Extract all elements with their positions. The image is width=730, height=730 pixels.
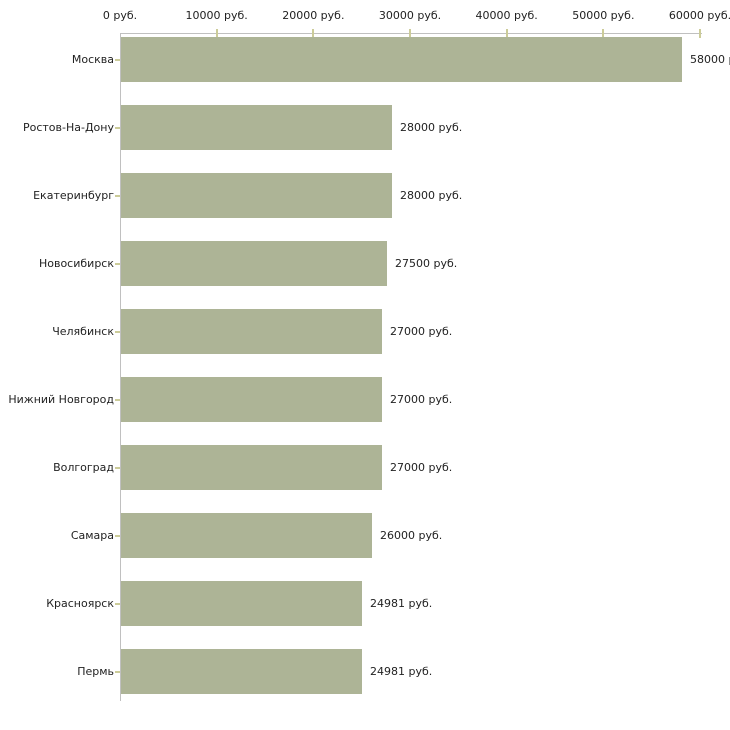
y-axis-tick-mark (115, 262, 120, 265)
x-axis-tick-mark (699, 29, 701, 38)
bar-5 (121, 377, 382, 422)
bar-9 (121, 649, 362, 694)
x-axis-tick-mark (505, 29, 508, 38)
x-axis-tick-label: 30000 руб. (378, 9, 442, 22)
value-label: 24981 руб. (370, 596, 433, 610)
category-label: Пермь (77, 664, 114, 678)
x-axis-tick-label: 10000 руб. (185, 9, 248, 22)
value-label: 27000 руб. (390, 460, 453, 474)
category-label: Красноярск (46, 596, 114, 610)
x-axis-tick-mark (312, 29, 315, 38)
category-label: Нижний Новгород (8, 392, 114, 406)
value-label: 27000 руб. (390, 392, 453, 406)
category-label: Самара (70, 528, 114, 542)
x-axis-tick-label: 50000 руб. (572, 9, 635, 22)
y-axis-tick-mark (115, 670, 120, 673)
value-label: 24981 руб. (370, 664, 433, 678)
value-label: 28000 руб. (400, 188, 463, 202)
x-axis-line (120, 33, 702, 34)
value-label: 27000 руб. (390, 324, 453, 338)
x-axis-tick-label: 60000 руб. (668, 9, 730, 22)
y-axis-tick-mark (115, 330, 120, 333)
bar-8 (121, 581, 362, 626)
x-axis-tick-mark (215, 29, 218, 38)
y-axis-tick-mark (115, 398, 120, 401)
value-label: 58000 руб. (690, 52, 730, 66)
bar-6 (121, 445, 382, 490)
y-axis-tick-mark (115, 58, 120, 61)
y-axis-tick-mark (115, 194, 120, 197)
x-axis-tick-mark (409, 29, 411, 38)
bar-4 (121, 309, 382, 354)
y-axis-tick-mark (115, 466, 120, 469)
y-axis-tick-mark (115, 534, 120, 537)
category-label: Челябинск (52, 324, 114, 338)
value-label: 28000 руб. (400, 120, 463, 134)
bar-7 (121, 513, 372, 558)
bar-3 (121, 241, 387, 286)
category-label: Екатеринбург (33, 188, 114, 202)
category-label: Волгоград (53, 460, 114, 474)
value-label: 27500 руб. (395, 256, 458, 270)
y-axis-line (120, 33, 121, 701)
x-axis-tick-mark (602, 29, 605, 38)
bar-1 (121, 105, 392, 150)
value-label: 26000 руб. (380, 528, 443, 542)
bar-2 (121, 173, 392, 218)
category-label: Ростов-На-Дону (22, 120, 114, 134)
x-axis-tick-label: 40000 руб. (475, 9, 538, 22)
y-axis-tick-mark (115, 126, 120, 129)
x-axis-tick-label: 0 руб. (102, 9, 138, 22)
category-label: Москва (71, 52, 114, 66)
x-axis-tick-label: 20000 руб. (282, 9, 345, 22)
y-axis-tick-mark (115, 602, 120, 605)
category-label: Новосибирск (38, 256, 114, 270)
bar-0 (121, 37, 682, 82)
